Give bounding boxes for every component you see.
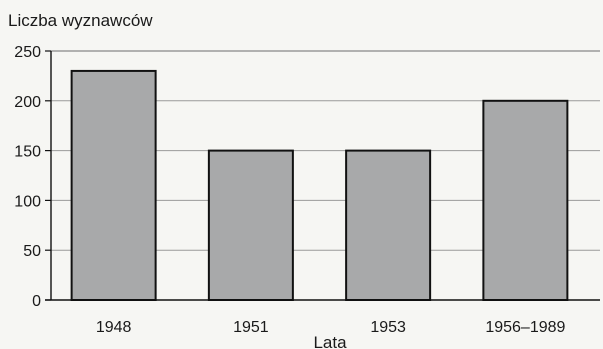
y-tick-label: 0 <box>32 293 41 310</box>
y-tick-label: 150 <box>14 144 41 161</box>
bar-1953 <box>345 149 432 301</box>
y-tick-label: 50 <box>23 243 41 260</box>
y-axis-title: Liczba wyznawców <box>8 11 153 30</box>
bar-1956–1989 <box>482 99 569 301</box>
y-tick-label: 100 <box>14 193 41 210</box>
x-tick-label: 1951 <box>233 319 269 336</box>
x-tick-labels: 1948 1951 1953 1956–1989 <box>96 319 566 336</box>
y-tick-label: 200 <box>14 94 41 111</box>
axes <box>45 51 600 301</box>
bar-1951 <box>207 149 294 301</box>
x-tick-label: 1953 <box>370 319 406 336</box>
y-tick-label: 250 <box>14 44 41 61</box>
x-tick-label: 1948 <box>96 319 132 336</box>
bars <box>70 69 569 301</box>
y-tick-labels: 0 50 100 150 200 250 <box>14 44 41 310</box>
x-axis-title: Lata <box>313 333 347 349</box>
x-tick-label: 1956–1989 <box>485 319 565 336</box>
bar-1948 <box>70 69 157 301</box>
